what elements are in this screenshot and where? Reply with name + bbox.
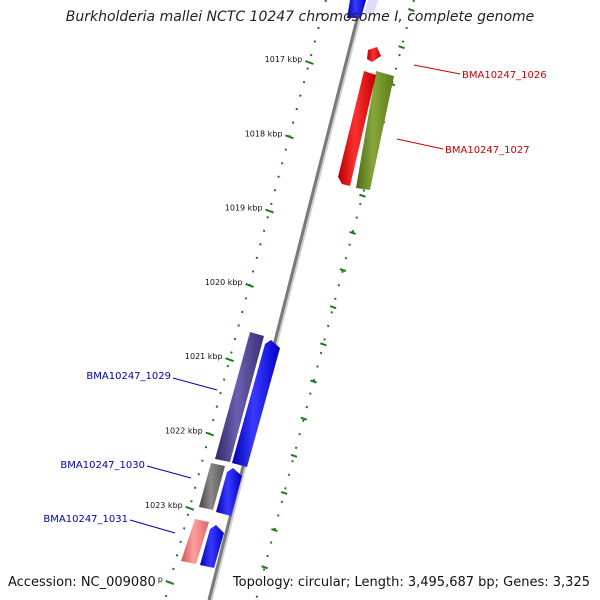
gene-arrow-1030-partner[interactable] (216, 468, 242, 516)
gene-arrow-bma10247-1030[interactable] (199, 463, 225, 510)
kbp-tick-mark (265, 208, 274, 214)
gene-arrow-1031-partner[interactable] (200, 525, 224, 568)
inner-tick-mark (310, 379, 317, 384)
leader-line-bma10247-1031 (129, 519, 176, 534)
leader-line-bma10247-1026 (413, 64, 461, 75)
kbp-tick-label: 1023 kbp (145, 501, 183, 510)
kbp-tick-label: 1020 kbp (205, 278, 243, 287)
kbp-tick-label: 1019 kbp (225, 204, 263, 213)
leader-line-bma10247-1030 (146, 465, 192, 479)
inner-tick-mark (359, 193, 366, 198)
gene-arrow-1029-partner[interactable] (232, 340, 280, 467)
kbp-tick-mark (305, 60, 314, 65)
gene-label-bma10247-1031[interactable]: BMA10247_1031 (43, 514, 128, 525)
outer-dotted-guide (164, 0, 327, 600)
kbp-tick-label: 1022 kbp (165, 427, 203, 436)
feature-top-partial (347, 0, 366, 18)
genome-summary-text: Topology: circular; Length: 3,495,687 bp… (232, 575, 590, 590)
inner-tick-mark (300, 416, 308, 421)
kbp-tick-mark (165, 580, 175, 586)
gene-label-bma10247-1029[interactable]: BMA10247_1029 (86, 371, 171, 382)
inner-tick-mark (408, 8, 415, 12)
inner-tick-mark (398, 45, 405, 50)
gene-label-bma10247-1026[interactable]: BMA10247_1026 (462, 70, 547, 81)
gene-arrow-bma10247-1027[interactable] (356, 71, 394, 190)
feature-top-faint (364, 0, 378, 14)
kbp-tick-label: 1018 kbp (245, 129, 283, 138)
kbp-tick-mark (285, 134, 294, 140)
inner-tick-mark (349, 230, 356, 235)
inner-tick-mark (290, 453, 298, 458)
inner-tick-mark (280, 491, 288, 495)
inner-tick-mark (271, 528, 278, 533)
leader-line-bma10247-1027 (396, 138, 444, 150)
accession-text: Accession: NC_009080 (8, 575, 158, 590)
kbp-tick-mark (205, 431, 215, 437)
kbp-tick-mark (185, 505, 195, 511)
inner-tick-mark (261, 565, 268, 570)
gene-label-bma10247-1027[interactable]: BMA10247_1027 (445, 145, 530, 156)
map-title: Burkholderia mallei NCTC 10247 chromosom… (65, 9, 535, 25)
kbp-tick-label: 1021 kbp (185, 352, 223, 361)
leader-line-bma10247-1029 (172, 377, 218, 391)
gene-label-bma10247-1030[interactable]: BMA10247_1030 (60, 460, 145, 471)
gene-arrow-bma10247-1029[interactable] (215, 332, 264, 462)
inner-tick-mark (320, 342, 327, 347)
gene-arrow-bma10247-1026[interactable] (367, 47, 381, 62)
gene-arrow-bma10247-1031[interactable] (181, 519, 209, 564)
inner-tick-mark (329, 305, 337, 310)
kbp-tick-mark (245, 282, 254, 288)
gene-arrow-bma10247-1026-body[interactable] (338, 71, 376, 186)
kbp-tick-mark (225, 357, 234, 363)
kbp-tick-label: 1017 kbp (265, 55, 303, 64)
inner-tick-mark (339, 268, 347, 272)
